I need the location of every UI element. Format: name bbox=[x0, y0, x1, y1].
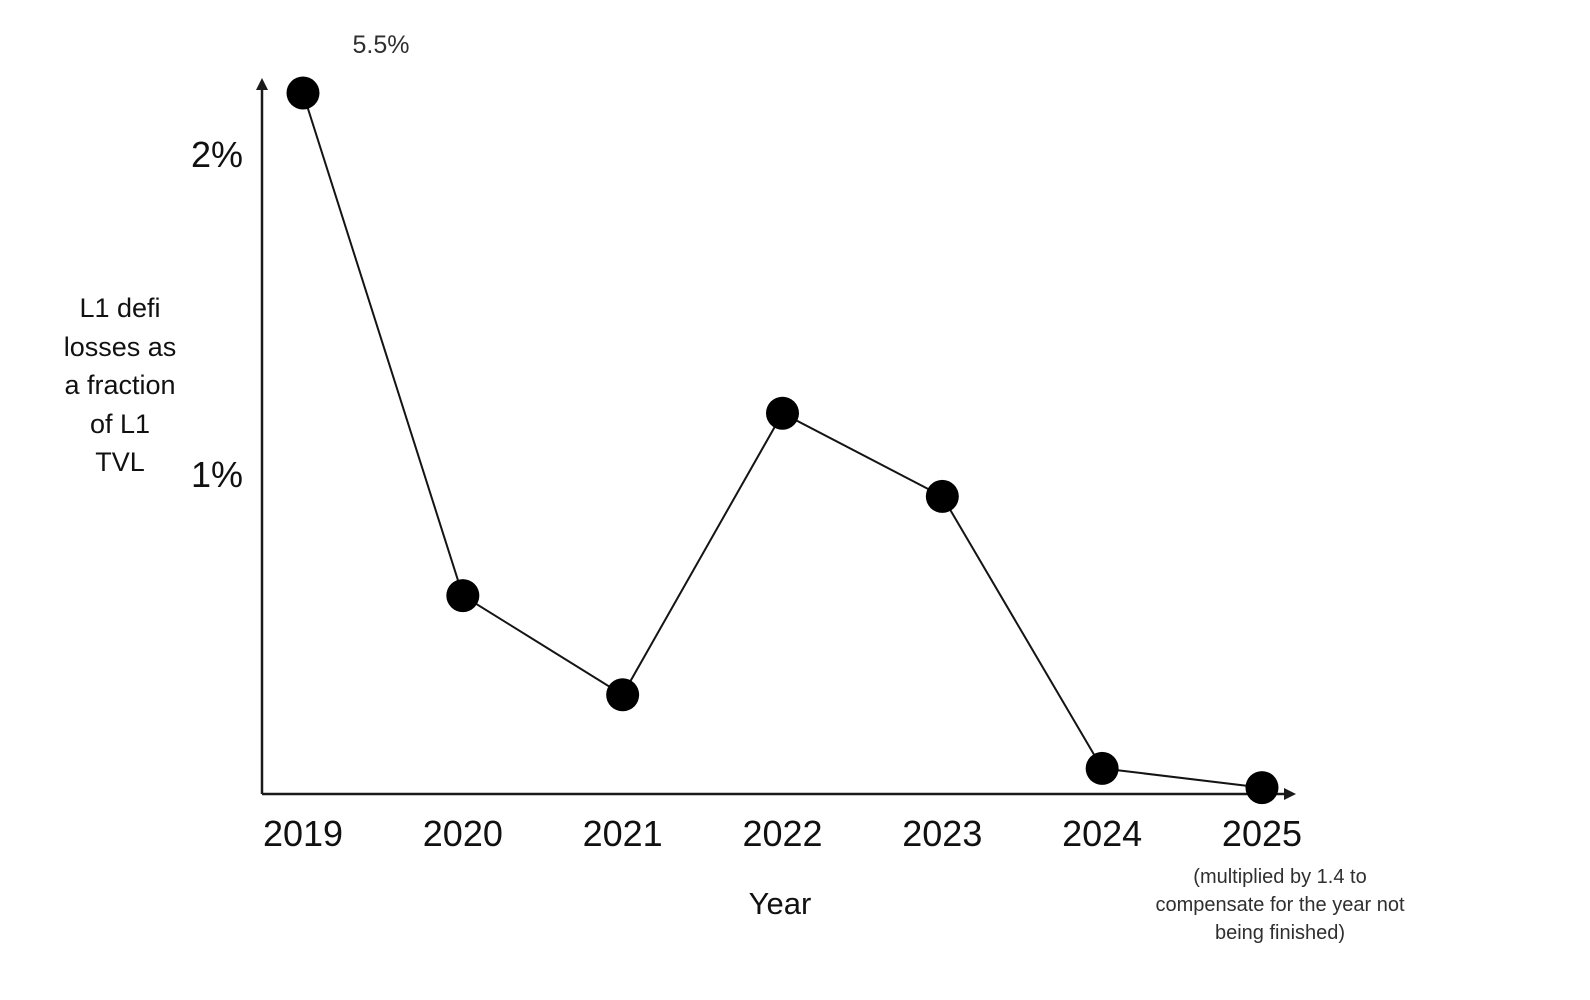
plot-area: 2% 1% 2019 2020 2021 2022 2023 2024 2025 bbox=[191, 76, 1302, 854]
x-axis-note: (multiplied by 1.4 to compensate for the… bbox=[1155, 866, 1405, 944]
x-tick-label-2025: 2025 bbox=[1222, 813, 1302, 854]
x-tick-label-2019: 2019 bbox=[263, 813, 343, 854]
data-point-2024 bbox=[1085, 751, 1119, 785]
data-point-2022 bbox=[765, 396, 799, 430]
x-tick-label-2024: 2024 bbox=[1062, 813, 1142, 854]
data-point-2020 bbox=[446, 579, 480, 613]
x-axis-title: Year bbox=[749, 886, 812, 921]
data-point-2021 bbox=[606, 678, 640, 712]
data-point-2019 bbox=[286, 76, 320, 110]
x-tick-label-2022: 2022 bbox=[742, 813, 822, 854]
y-tick-label-2%: 2% bbox=[191, 134, 243, 175]
y-tick-label-1%: 1% bbox=[191, 454, 243, 495]
data-point-2025 bbox=[1245, 771, 1279, 805]
x-tick-label-2021: 2021 bbox=[583, 813, 663, 854]
x-tick-label-2023: 2023 bbox=[902, 813, 982, 854]
x-tick-label-2020: 2020 bbox=[423, 813, 503, 854]
point-annotation-2019: 5.5% bbox=[353, 31, 410, 59]
data-point-2023 bbox=[925, 479, 959, 513]
y-axis-title: L1 defi losses as a fraction of L1 TVL bbox=[63, 293, 177, 477]
series-line bbox=[302, 92, 1263, 789]
